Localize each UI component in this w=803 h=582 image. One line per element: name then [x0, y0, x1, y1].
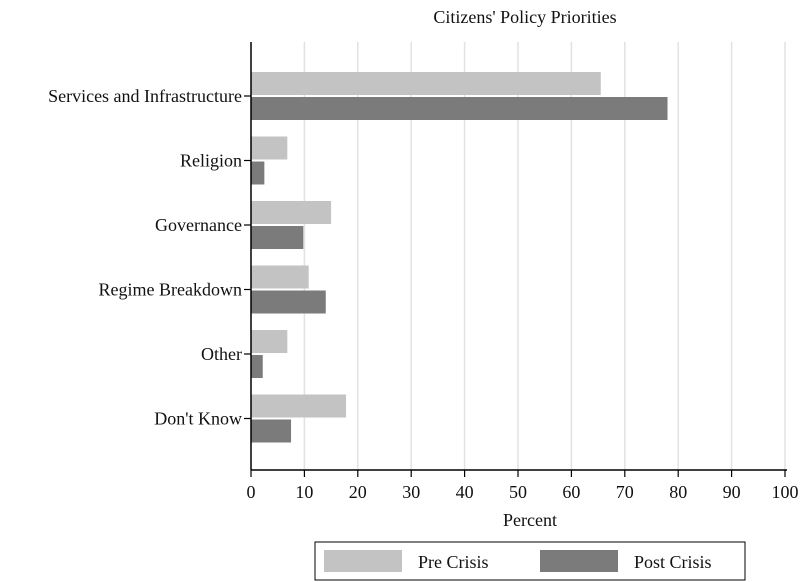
chart-title: Citizens' Policy Priorities — [433, 7, 616, 27]
bar-post-crisis-governance — [251, 226, 304, 249]
category-label-other: Other — [201, 344, 242, 364]
bar-series — [251, 72, 668, 443]
bar-pre-crisis-governance — [251, 201, 332, 224]
legend-label-pre-crisis: Pre Crisis — [418, 552, 489, 572]
bar-pre-crisis-services-and-infrastructure — [251, 72, 601, 95]
x-tick-label-20: 20 — [349, 482, 367, 502]
bar-pre-crisis-regime-breakdown — [251, 265, 309, 289]
x-tick-label-30: 30 — [402, 482, 420, 502]
bar-post-crisis-don-t-know — [251, 419, 292, 443]
category-label-religion: Religion — [180, 151, 242, 171]
category-label-don-t-know: Don't Know — [154, 409, 242, 429]
category-label-governance: Governance — [155, 215, 242, 235]
legend-swatch-pre-crisis — [324, 550, 402, 572]
x-tick-label-70: 70 — [616, 482, 634, 502]
bar-pre-crisis-other — [251, 330, 288, 353]
x-axis-label: Percent — [503, 510, 557, 530]
bar-pre-crisis-don-t-know — [251, 394, 347, 418]
x-tick-label-0: 0 — [247, 482, 256, 502]
x-tick-label-100: 100 — [772, 482, 799, 502]
category-label-services-and-infrastructure: Services and Infrastructure — [48, 86, 242, 106]
bar-post-crisis-other — [251, 355, 263, 378]
bar-post-crisis-religion — [251, 161, 265, 185]
x-tick-label-40: 40 — [456, 482, 474, 502]
x-axis-ticks: 0 10 20 30 40 50 60 70 80 90 100 — [247, 470, 799, 502]
legend-label-post-crisis: Post Crisis — [634, 552, 712, 572]
x-tick-label-60: 60 — [562, 482, 580, 502]
bar-post-crisis-services-and-infrastructure — [251, 97, 668, 120]
x-tick-label-90: 90 — [723, 482, 741, 502]
legend-swatch-post-crisis — [540, 550, 618, 572]
category-label-regime-breakdown: Regime Breakdown — [99, 280, 242, 300]
legend: Pre Crisis Post Crisis — [314, 541, 746, 581]
bar-pre-crisis-religion — [251, 136, 288, 160]
x-tick-label-10: 10 — [295, 482, 313, 502]
y-axis-category-labels: Services and Infrastructure Religion Gover… — [48, 86, 251, 429]
bar-post-crisis-regime-breakdown — [251, 290, 326, 314]
x-tick-label-50: 50 — [509, 482, 527, 502]
x-tick-label-80: 80 — [669, 482, 687, 502]
